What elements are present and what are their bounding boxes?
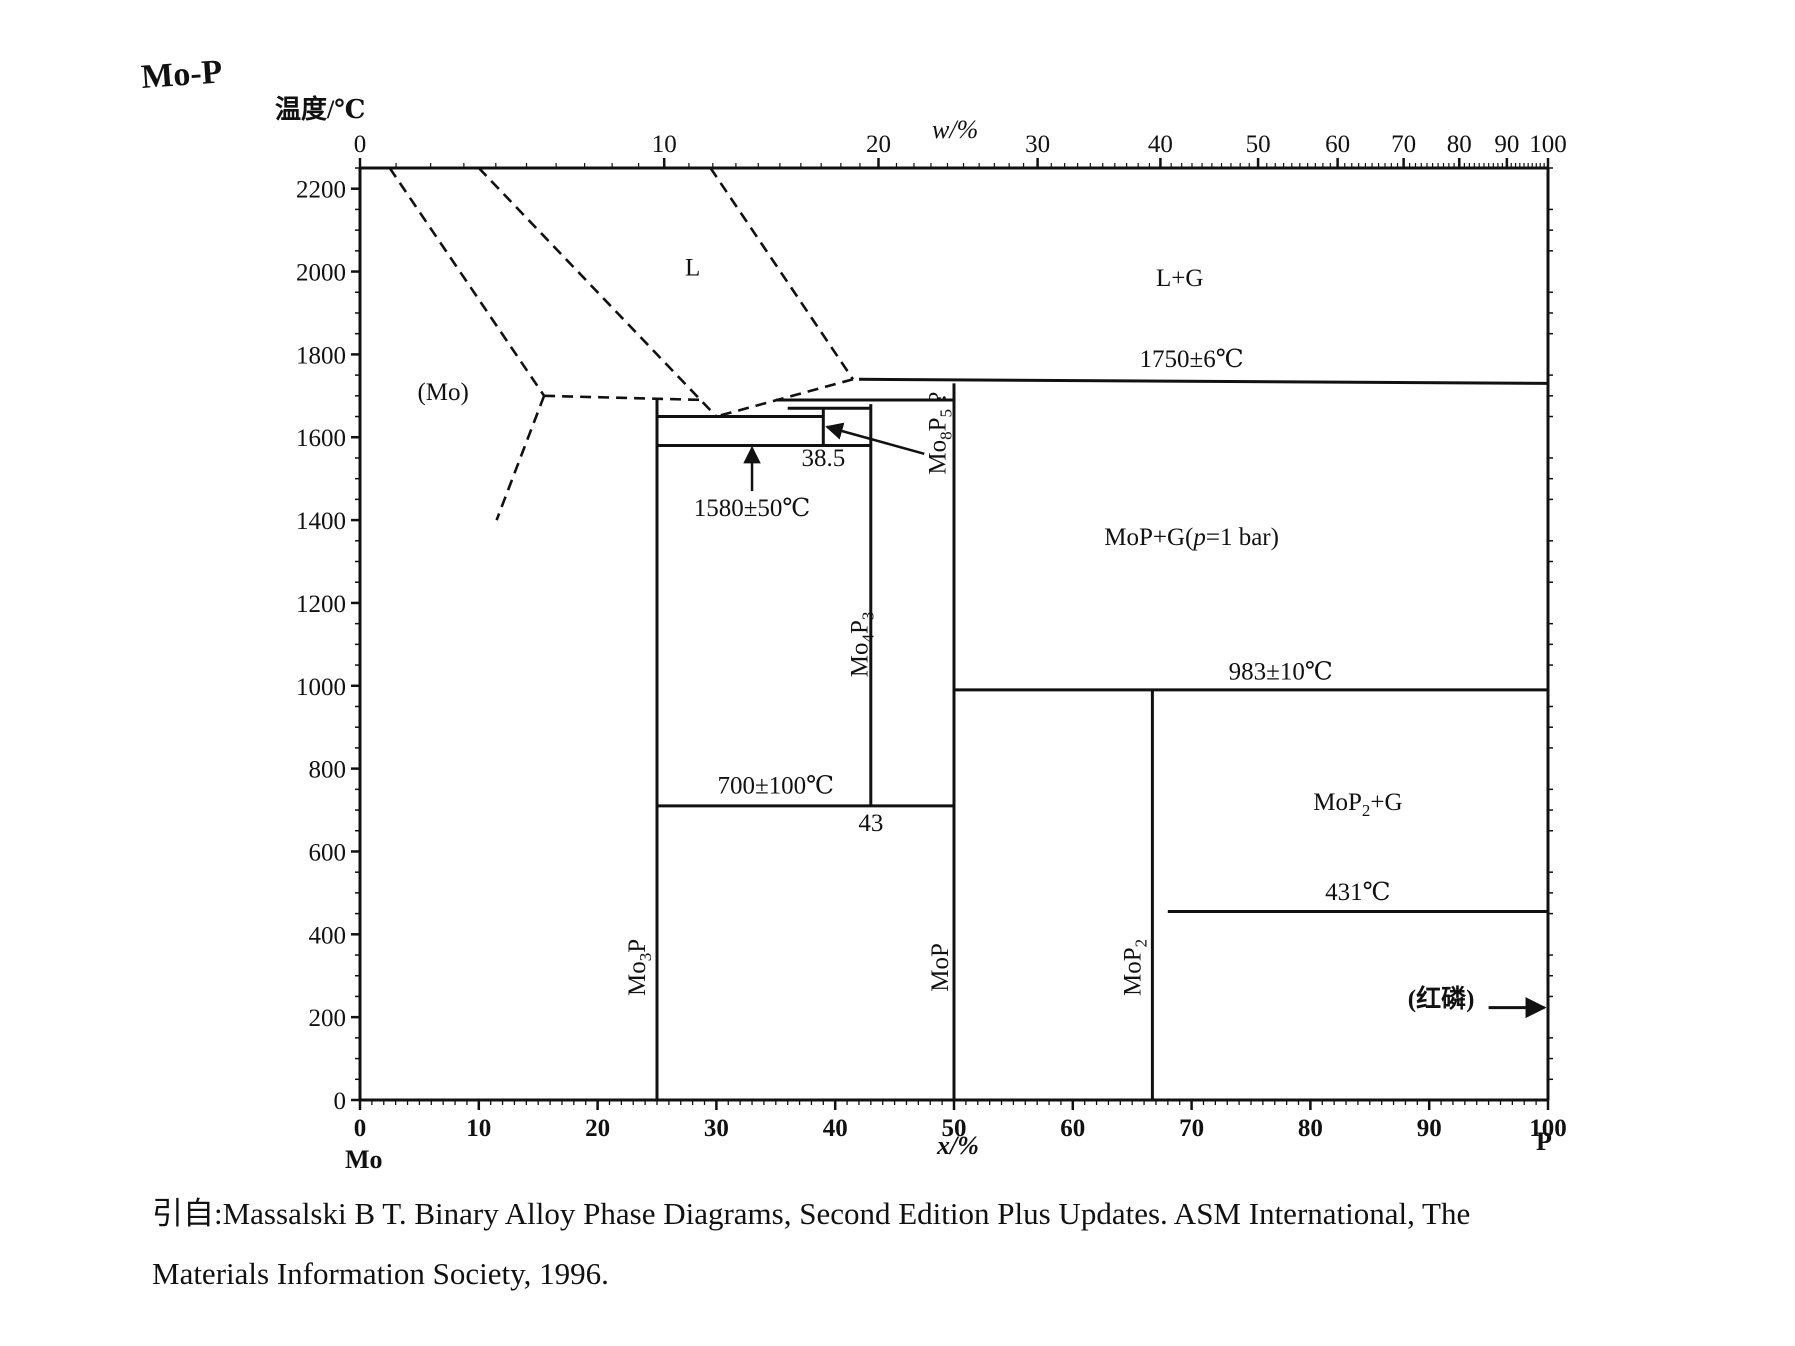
y-tick-label: 1400 (296, 508, 346, 535)
top-tick-label: 50 (1246, 131, 1271, 158)
region-LG: L+G (1156, 265, 1203, 292)
label-mo4p3: Mo4P3 (846, 612, 877, 678)
x-tick-label: 50 (942, 1115, 967, 1142)
liquidus-right-lower (716, 378, 854, 418)
top-tick-label: 10 (652, 131, 677, 158)
liquidus-top-right (709, 167, 855, 381)
x-tick-label: 20 (585, 1115, 610, 1142)
x-tick-label: 0 (354, 1115, 367, 1142)
y-tick-label: 1200 (296, 591, 346, 618)
citation-line-1: 引自:Massalski B T. Binary Alloy Phase Dia… (152, 1196, 1471, 1231)
x-tick-label: 40 (823, 1115, 848, 1142)
top-tick-label: 20 (866, 131, 891, 158)
top-tick-label: 40 (1148, 131, 1173, 158)
y-tick-label: 1000 (296, 674, 346, 701)
y-tick-label: 1600 (296, 425, 346, 452)
y-tick-label: 600 (309, 839, 347, 866)
x-tick-label: 10 (466, 1115, 491, 1142)
x-tick-label: 80 (1298, 1115, 1323, 1142)
x-tick-label: 60 (1060, 1115, 1085, 1142)
top-tick-label: 30 (1025, 131, 1050, 158)
x-tick-label: 100 (1529, 1115, 1567, 1142)
chart-title: Mo-P (140, 53, 224, 96)
liquidus-top-far (388, 167, 546, 397)
element-label-p: P (1536, 1127, 1552, 1156)
element-label-mo: Mo (345, 1145, 383, 1174)
y-tick-label: 400 (309, 922, 347, 949)
y-tick-label: 200 (309, 1005, 347, 1032)
label-mop: MoP (927, 943, 954, 992)
arrow-38-5 (825, 422, 925, 456)
comp-38-5: 38.5 (801, 445, 845, 472)
top-tick-label: 100 (1529, 131, 1567, 158)
liquidus-top-mid (477, 167, 718, 418)
y-axis-label: 温度/℃ (275, 94, 365, 124)
top-tick-label: 80 (1447, 131, 1472, 158)
label-mop2: MoP2 (1120, 939, 1151, 996)
y-tick-label: 2000 (296, 260, 346, 287)
region-MoPG: MoP+G(p=1 bar) (1104, 524, 1279, 551)
top-tick-label: 90 (1494, 131, 1519, 158)
citation-line-2: Materials Information Society, 1996. (152, 1256, 609, 1291)
y-tick-label: 1800 (296, 342, 346, 369)
x-axis-label-top: w/% (932, 115, 978, 144)
region-L: L (685, 255, 700, 282)
y-tick-label: 800 (309, 757, 347, 784)
x-tick-label: 30 (704, 1115, 729, 1142)
solvus-mo (495, 395, 546, 521)
label-mo3p: Mo3P (624, 939, 655, 996)
red-phosphorus: (红磷) (1408, 984, 1475, 1013)
y-tick-label: 0 (334, 1088, 347, 1115)
label-mo8p5: Mo8P5 ? (925, 392, 956, 475)
temp-431: 431℃ (1325, 879, 1390, 906)
x-tick-label: 70 (1179, 1115, 1204, 1142)
x-axis-label-bottom: x/% (936, 1131, 979, 1160)
temp-1750: 1750±6℃ (1140, 346, 1244, 373)
temp-700: 700±100℃ (717, 772, 834, 799)
isotherm-1750 (858, 377, 1549, 385)
top-tick-label: 70 (1391, 131, 1416, 158)
top-tick-label: 60 (1325, 131, 1350, 158)
temp-983: 983±10℃ (1229, 659, 1333, 686)
comp-43: 43 (858, 810, 883, 837)
solidus-1700 (544, 394, 705, 402)
top-tick-label: 0 (354, 131, 367, 158)
region-Mo: (Mo) (417, 379, 468, 406)
y-tick-label: 2200 (296, 177, 346, 204)
region-MoP2G: MoP2+G (1313, 789, 1402, 820)
x-tick-label: 90 (1417, 1115, 1442, 1142)
temp-1580: 1580±50℃ (694, 495, 811, 522)
